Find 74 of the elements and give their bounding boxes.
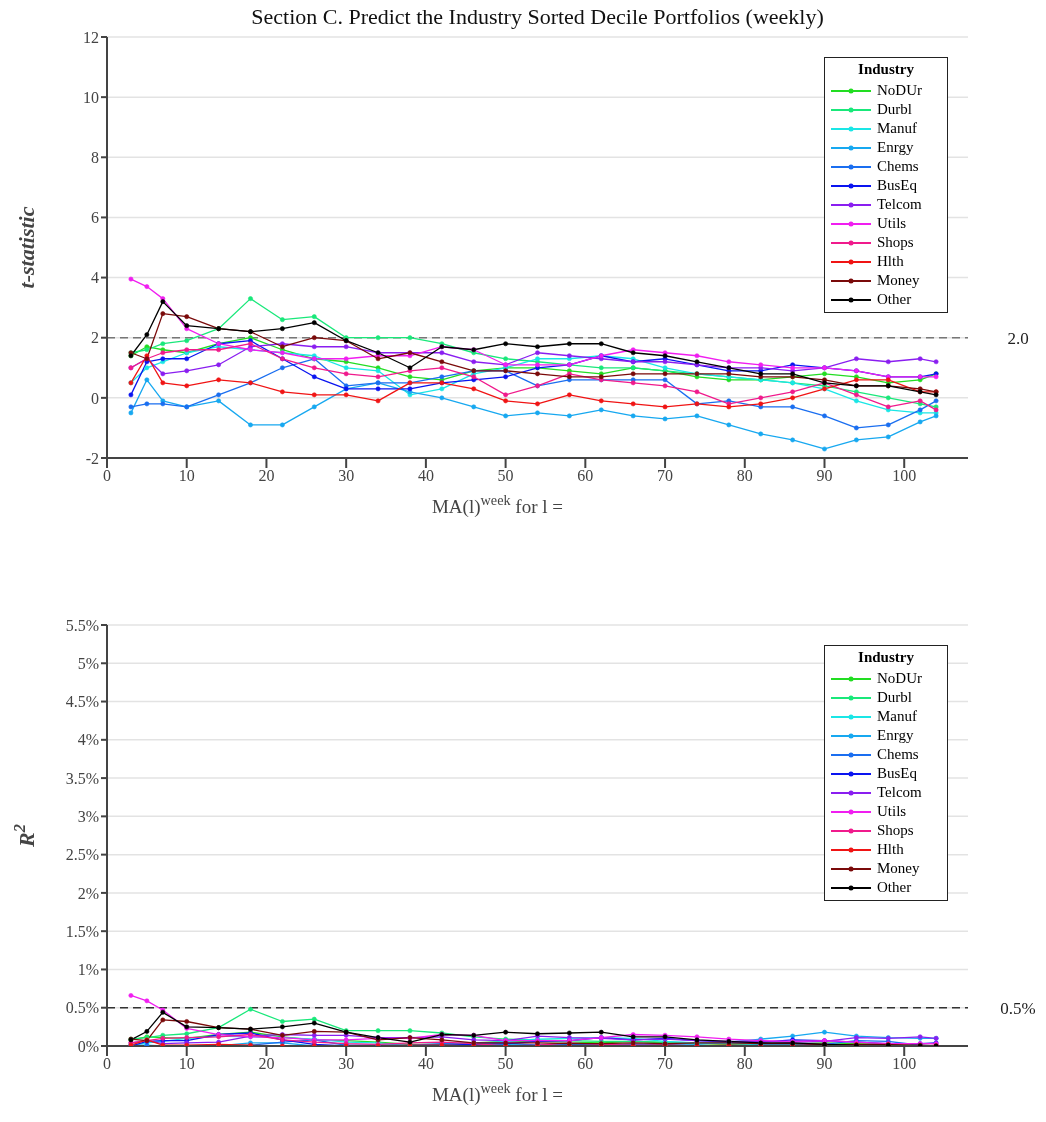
legend-label: Utils <box>877 215 907 232</box>
x-tick-label: 40 <box>417 1055 434 1073</box>
y-tick-label: 6 <box>91 209 99 227</box>
x-tick-label: 30 <box>338 1055 355 1073</box>
legend-label: Enrgy <box>877 727 914 744</box>
legend-label: Money <box>877 272 920 289</box>
y-tick-label: 5% <box>77 654 99 672</box>
y-tick-label: 4 <box>91 269 99 287</box>
legend-label: Manuf <box>877 708 917 725</box>
x-tick-label: 80 <box>736 467 753 485</box>
y-tick-label: 3% <box>77 808 99 826</box>
y-tick-label: 5.5% <box>65 616 99 634</box>
x-axis-title: MA(l)$^{week}$ for l = <box>431 1080 564 1106</box>
y-tick-label: 0% <box>77 1037 99 1055</box>
x-tick-label: 80 <box>736 1055 753 1073</box>
legend-label: Utils <box>877 803 907 820</box>
x-tick-label: 70 <box>657 1055 674 1073</box>
ref-line-label: 0.5% <box>1000 998 1036 1018</box>
x-tick-label: 50 <box>497 467 514 485</box>
x-tick-label: 90 <box>816 1055 833 1073</box>
legend-label: Telcom <box>877 196 922 213</box>
y-tick-label: 2 <box>91 329 99 347</box>
legend-label: Enrgy <box>877 139 914 156</box>
ref-line-label: 2.0 <box>1007 328 1029 348</box>
legend-label: Hlth <box>877 841 904 858</box>
x-tick-label: 40 <box>417 467 434 485</box>
legend-label: Telcom <box>877 784 922 801</box>
x-tick-label: 60 <box>577 467 594 485</box>
legend-label: BusEq <box>877 177 918 194</box>
x-tick-label: 100 <box>892 1055 917 1073</box>
y-tick-label: 1.5% <box>65 922 99 940</box>
y-tick-label: 1% <box>77 961 99 979</box>
x-tick-label: 90 <box>816 467 833 485</box>
y-tick-label: 0.5% <box>65 999 99 1017</box>
legend-label: NoDUr <box>877 82 922 99</box>
legend-label: Durbl <box>877 101 912 118</box>
legend-title: Industry <box>857 60 915 79</box>
y-tick-label: 12 <box>83 28 99 46</box>
legend-label: BusEq <box>877 765 918 782</box>
x-tick-label: 0 <box>103 467 111 485</box>
y-tick-label: 4% <box>77 731 99 749</box>
y-tick-label: 3.5% <box>65 769 99 787</box>
legend-title: Industry <box>857 648 915 667</box>
y-tick-label: -2 <box>85 449 99 467</box>
legend-label: Shops <box>877 234 914 251</box>
x-tick-label: 20 <box>258 467 275 485</box>
x-tick-label: 50 <box>497 1055 514 1073</box>
legend-label: Hlth <box>877 253 904 270</box>
x-tick-label: 10 <box>178 467 195 485</box>
y-tick-label: 0 <box>91 389 99 407</box>
legend-label: Chems <box>877 158 919 175</box>
legend-label: Other <box>877 291 912 308</box>
x-tick-label: 0 <box>103 1055 111 1073</box>
legend-label: Durbl <box>877 689 912 706</box>
y-axis-title: t-statistic <box>14 206 39 289</box>
chart-title: Section C. Predict the Industry Sorted Decile Portfolios (weekly) <box>250 4 825 30</box>
y-tick-label: 2.5% <box>65 846 99 864</box>
x-tick-label: 60 <box>577 1055 594 1073</box>
x-tick-label: 100 <box>892 467 917 485</box>
legend-label: Money <box>877 860 920 877</box>
legend-label: Shops <box>877 822 914 839</box>
y-tick-label: 10 <box>83 88 99 106</box>
x-tick-label: 10 <box>178 1055 195 1073</box>
x-tick-label: 20 <box>258 1055 275 1073</box>
x-axis-title: MA(l)$^{week}$ for l = <box>431 492 564 518</box>
legend-label: Chems <box>877 746 919 763</box>
legend-label: Manuf <box>877 120 917 137</box>
legend-label: NoDUr <box>877 670 922 687</box>
x-tick-label: 30 <box>338 467 355 485</box>
x-tick-label: 70 <box>657 467 674 485</box>
y-tick-label: 4.5% <box>65 693 99 711</box>
y-tick-label: 8 <box>91 148 99 166</box>
legend-label: Other <box>877 879 912 896</box>
y-tick-label: 2% <box>77 884 99 902</box>
